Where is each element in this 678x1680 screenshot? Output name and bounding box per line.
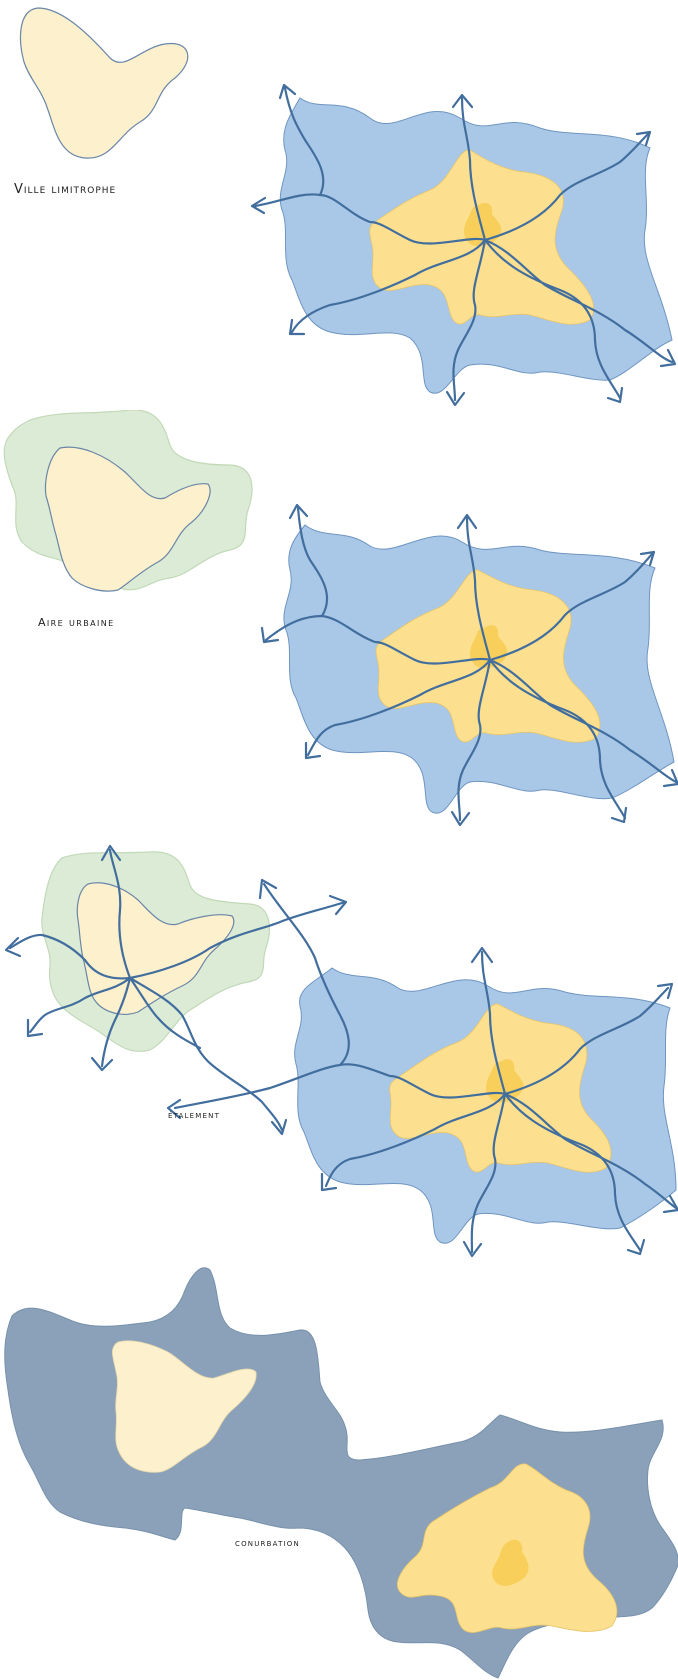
label-aire-urbaine: Aire urbaine — [38, 616, 115, 629]
town-road-network — [8, 848, 347, 1132]
metro-road-network — [264, 506, 678, 822]
neighbouring-town-shape — [76, 882, 235, 1015]
panel-ville-limitrophe: Ville limitrophe — [0, 0, 678, 410]
metro-road-network — [173, 882, 678, 1254]
label-etalement: étalement — [168, 1110, 221, 1121]
label-conurbation: conurbation — [235, 1538, 300, 1549]
panel-conurbation-drawing — [4, 1267, 678, 1679]
panel-etalement: étalement — [0, 840, 678, 1260]
panel-etalement-drawing — [4, 844, 678, 1258]
arrow-head-icon — [260, 503, 678, 827]
panel-conurbation: conurbation — [0, 1260, 678, 1680]
metro-road-network — [253, 86, 674, 402]
panel-ville-limitrophe-drawing — [19, 7, 677, 407]
neighbouring-town-shape — [19, 7, 189, 159]
neighbouring-town-shape — [112, 1340, 257, 1473]
panel-aire-urbaine-drawing — [3, 410, 678, 827]
metro-city-core — [492, 1539, 529, 1586]
arrow-head-icon — [250, 83, 677, 407]
panel-aire-urbaine: Aire urbaine — [0, 410, 678, 840]
label-ville-limitrophe: Ville limitrophe — [14, 182, 117, 197]
arrow-head-icon — [4, 844, 678, 1258]
metro-city-core — [464, 202, 502, 247]
neighbouring-town-shape — [44, 446, 211, 592]
